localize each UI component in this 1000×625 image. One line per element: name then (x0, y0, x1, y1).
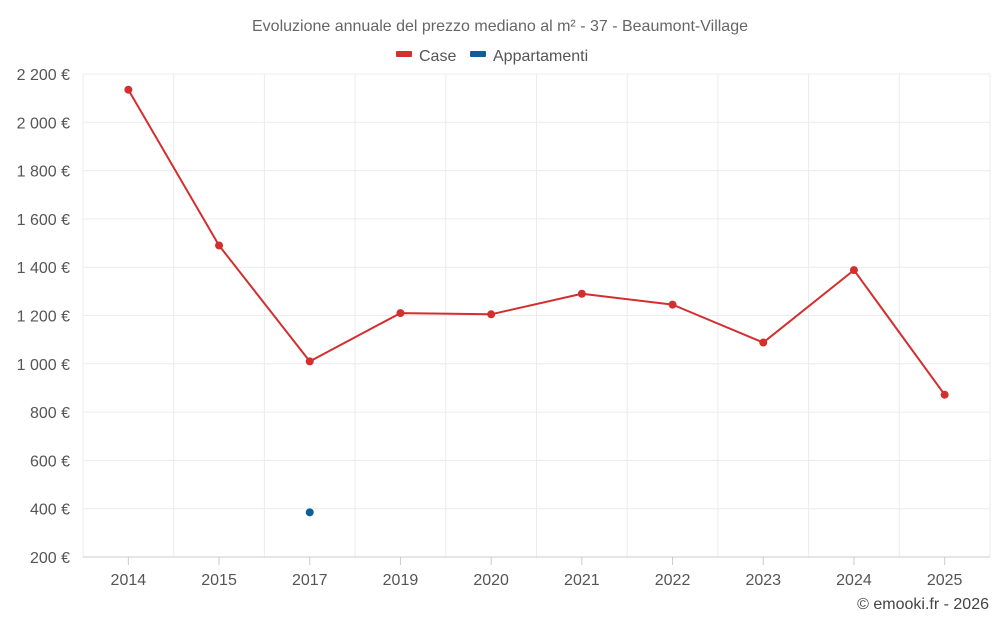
y-tick-label: 800 € (30, 405, 70, 422)
x-tick-label: 2017 (292, 572, 328, 589)
x-tick-label: 2021 (564, 572, 600, 589)
data-point[interactable] (305, 508, 314, 517)
x-tick-label: 2024 (836, 572, 872, 589)
legend: Case Appartamenti (396, 48, 588, 65)
y-tick-label: 2 200 € (17, 67, 70, 84)
data-point[interactable] (759, 338, 768, 347)
data-point[interactable] (305, 357, 314, 366)
series-line-0 (127, 89, 946, 396)
x-tick-label: 2025 (927, 572, 963, 589)
x-tick-label: 2020 (473, 572, 509, 589)
y-tick-label: 1 800 € (17, 164, 70, 181)
legend-label-appartamenti: Appartamenti (493, 48, 588, 65)
x-tick-label: 2023 (745, 572, 781, 589)
y-tick-label: 600 € (30, 453, 70, 470)
data-point[interactable] (849, 266, 858, 275)
legend-swatch-appartamenti (470, 51, 486, 57)
data-point[interactable] (577, 289, 586, 298)
data-point[interactable] (396, 309, 405, 318)
y-tick-label: 200 € (30, 550, 70, 567)
x-tick-label: 2022 (655, 572, 691, 589)
x-tick-label: 2014 (111, 572, 147, 589)
legend-label-case: Case (419, 48, 456, 65)
chart-title: Evoluzione annuale del prezzo mediano al… (252, 18, 748, 35)
data-point[interactable] (487, 310, 496, 319)
data-point[interactable] (668, 300, 677, 309)
x-tick-label: 2015 (201, 572, 237, 589)
credit: © emooki.fr - 2026 (857, 596, 989, 613)
grid (82, 73, 991, 557)
y-tick-label: 1 200 € (17, 309, 70, 326)
legend-item-case[interactable]: Case (396, 48, 456, 65)
y-tick-label: 400 € (30, 502, 70, 519)
data-point[interactable] (940, 390, 949, 399)
axes: 200 € 400 € 600 € 800 € 1 000 € 1 200 € 1 400 … (17, 67, 990, 589)
data-point[interactable] (215, 241, 224, 250)
y-tick-label: 1 600 € (17, 212, 70, 229)
series (124, 85, 949, 517)
y-tick-label: 1 000 € (17, 357, 70, 374)
data-point[interactable] (124, 85, 133, 94)
legend-swatch-case (396, 51, 412, 57)
x-tick-label: 2019 (383, 572, 419, 589)
legend-item-appartamenti[interactable]: Appartamenti (470, 48, 588, 65)
y-tick-label: 2 000 € (17, 115, 70, 132)
y-tick-label: 1 400 € (17, 260, 70, 277)
